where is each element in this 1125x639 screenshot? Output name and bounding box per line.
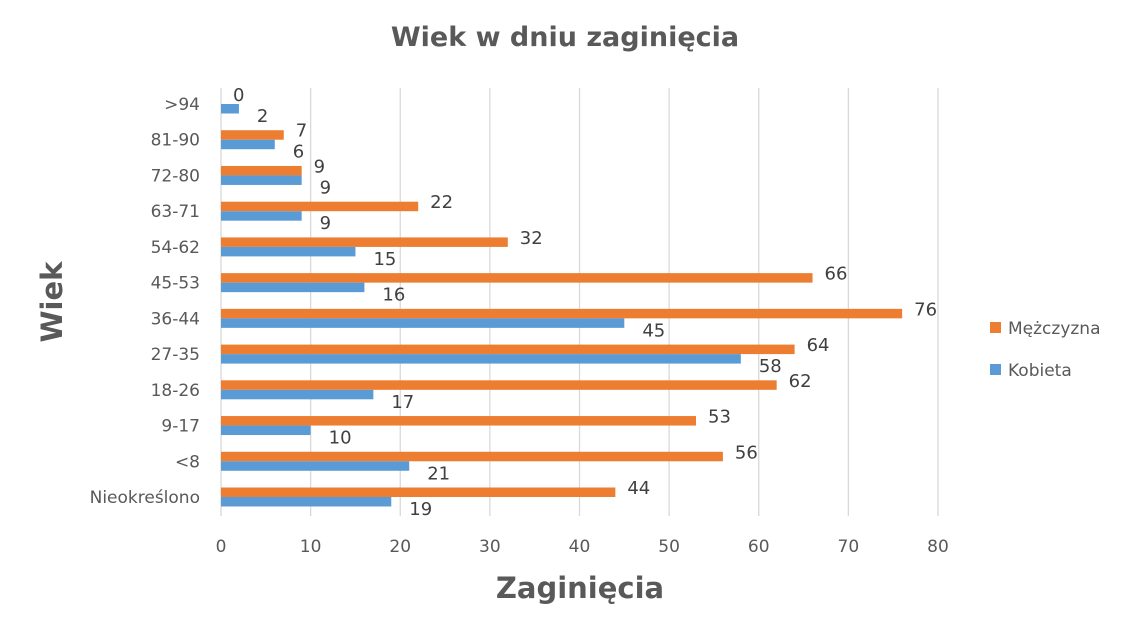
x-tick-label: 80 <box>927 537 949 557</box>
x-tick-label: 50 <box>658 537 680 557</box>
data-label: 44 <box>627 478 650 499</box>
x-tick-label: 60 <box>748 537 770 557</box>
x-tick-label: 0 <box>216 537 227 557</box>
bar-kobieta <box>221 282 365 293</box>
data-label: 76 <box>914 299 937 320</box>
bar-kobieta <box>221 497 392 507</box>
data-label: 17 <box>391 392 414 413</box>
y-tick-label: 81-90 <box>151 131 200 151</box>
bar-kobieta <box>221 104 239 114</box>
data-label: 10 <box>329 428 352 449</box>
data-label: 9 <box>320 177 331 198</box>
data-label: 0 <box>233 85 244 106</box>
y-tick-label: 63-71 <box>151 202 200 222</box>
legend-swatch <box>990 322 1001 333</box>
chart-title: Wiek w dniu zaginięcia <box>391 22 739 53</box>
data-label: 32 <box>520 228 543 249</box>
x-tick-label: 40 <box>569 537 591 557</box>
legend-swatch <box>990 364 1001 375</box>
bar-mezczyzna <box>221 380 777 390</box>
y-axis-title: Wiek <box>35 261 69 343</box>
y-tick-label: <8 <box>175 452 200 472</box>
data-label: 62 <box>789 371 812 392</box>
bar-kobieta <box>221 461 410 471</box>
data-label: 19 <box>409 499 432 520</box>
bar-mezczyzna <box>221 308 903 319</box>
data-label: 15 <box>373 249 396 270</box>
data-label: 53 <box>708 407 731 428</box>
data-label: 64 <box>807 335 830 356</box>
bar-mezczyzna <box>221 201 419 212</box>
bar-mezczyzna <box>221 344 795 355</box>
bar-kobieta <box>221 318 625 328</box>
data-label: 58 <box>759 356 782 377</box>
bar-kobieta <box>221 175 302 185</box>
bar-kobieta <box>221 139 275 150</box>
bar-mezczyzna <box>221 130 284 140</box>
x-tick-label: 30 <box>479 537 501 557</box>
bar-kobieta <box>221 425 311 436</box>
bar-kobieta <box>221 389 374 400</box>
data-label: 9 <box>320 213 331 234</box>
bar-mezczyzna <box>221 273 813 283</box>
y-tick-label: 27-35 <box>151 345 200 365</box>
y-tick-label: 9-17 <box>161 417 200 437</box>
bar-mezczyzna <box>221 487 616 497</box>
data-label: 6 <box>293 142 304 163</box>
y-tick-label: 54-62 <box>151 238 200 258</box>
legend: Mężczyzna Kobieta <box>990 319 1101 381</box>
legend-label: Kobieta <box>1008 361 1072 381</box>
bar-kobieta <box>221 354 741 364</box>
y-tick-label: Nieokreślono <box>90 488 200 508</box>
data-label: 56 <box>735 442 758 463</box>
data-label: 22 <box>430 192 453 213</box>
data-label: 66 <box>825 264 848 285</box>
bar-mezczyzna <box>221 416 697 426</box>
y-tick-label: 45-53 <box>151 274 200 294</box>
data-label: 21 <box>427 463 450 484</box>
x-axis-title: Zaginięcia <box>496 571 664 605</box>
legend-label: Mężczyzna <box>1008 319 1101 339</box>
x-tick-label: 10 <box>300 537 322 557</box>
bar-kobieta <box>221 246 356 257</box>
y-tick-label: 18-26 <box>151 381 200 401</box>
data-label: 16 <box>382 285 405 306</box>
y-tick-label: 72-80 <box>151 166 200 186</box>
bar-mezczyzna <box>221 451 723 462</box>
bar-kobieta <box>221 211 302 221</box>
bar-mezczyzna <box>221 165 302 176</box>
data-label: 2 <box>257 106 268 127</box>
x-tick-label: 70 <box>838 537 860 557</box>
data-label: 7 <box>296 121 307 142</box>
data-label: 45 <box>642 320 665 341</box>
x-tick-label: 20 <box>389 537 411 557</box>
bar-mezczyzna <box>221 237 508 247</box>
y-tick-label: 36-44 <box>151 309 200 329</box>
y-tick-label: >94 <box>164 95 200 115</box>
data-label: 9 <box>314 156 325 177</box>
